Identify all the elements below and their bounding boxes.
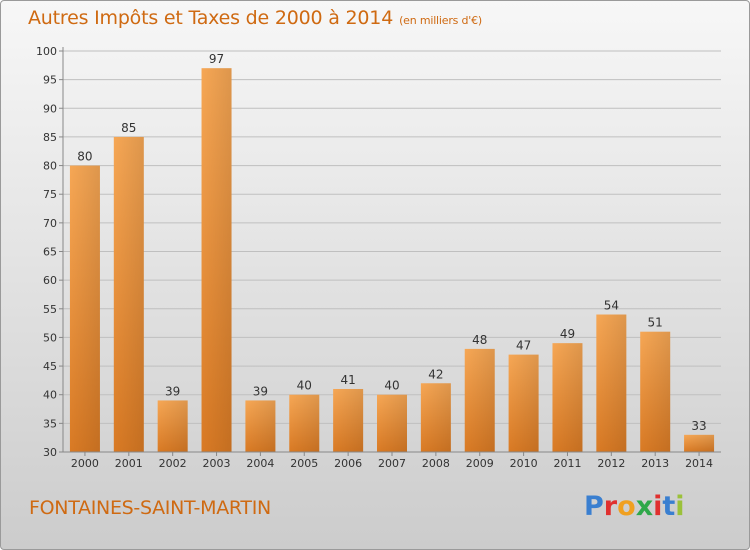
x-tick-label: 2005: [290, 457, 318, 470]
x-tick-label: 2001: [115, 457, 143, 470]
chart-title: Autres Impôts et Taxes de 2000 à 2014 (en…: [28, 7, 482, 29]
data-labels: 80 85 39 97 39 40 41 40 42 48 47 49 54 51 33: [77, 52, 706, 433]
y-tick-label: 80: [43, 160, 57, 173]
logo-letter: P: [584, 491, 604, 522]
data-label: 80: [77, 150, 92, 164]
x-tick-label: 2009: [466, 457, 494, 470]
x-tick-label: 2011: [553, 457, 581, 470]
y-tick-label: 45: [43, 360, 57, 373]
x-tick-label: 2013: [641, 457, 669, 470]
x-tick-label: 2004: [246, 457, 274, 470]
y-tick-label: 100: [36, 45, 57, 58]
y-tick-label: 90: [43, 102, 57, 115]
logo-letter: x: [635, 491, 654, 522]
logo-letter: t: [662, 491, 676, 522]
x-tick-label: 2002: [159, 457, 187, 470]
y-tick-label: 85: [43, 131, 57, 144]
y-tick-label: 75: [43, 188, 57, 201]
data-label: 97: [209, 52, 224, 66]
bars: [69, 68, 715, 453]
x-tick-label: 2003: [203, 457, 231, 470]
x-tick-label: 2014: [685, 457, 713, 470]
bar-shade: [69, 165, 100, 453]
bar-shade: [377, 394, 407, 452]
commune-name: FONTAINES-SAINT-MARTIN: [29, 497, 271, 519]
logo-letter: o: [617, 491, 636, 522]
y-tick-label: 30: [43, 446, 57, 459]
bar-shade: [333, 388, 364, 452]
data-label: 48: [472, 333, 487, 347]
bar-shade: [113, 136, 144, 452]
x-axis: 2000 2001 2002 2003 2004 2005 2006 2007 2008 2009…: [63, 451, 721, 470]
chart-title-text: Autres Impôts et Taxes de 2000 à 2014: [28, 7, 394, 29]
x-tick-label: 2006: [334, 457, 362, 470]
chart-unit: (en milliers d'€): [399, 14, 482, 27]
x-tick-label: 2007: [378, 457, 406, 470]
data-label: 42: [428, 367, 443, 381]
bar-chart: 30 35 40 45 50 55 60 65 70 75 80 85 90 95 100 80 85 39 97…: [36, 45, 721, 470]
bar-shade: [596, 314, 627, 452]
data-label: 51: [648, 316, 663, 330]
bar-shade: [420, 383, 451, 452]
bar-shade: [245, 400, 276, 452]
logo-letter: r: [603, 491, 618, 522]
data-label: 40: [384, 379, 399, 393]
data-label: 39: [165, 384, 180, 398]
y-tick-label: 35: [43, 417, 57, 430]
data-label: 85: [121, 121, 136, 135]
data-label: 33: [691, 419, 706, 433]
data-label: 39: [253, 384, 268, 398]
bar-shade: [684, 434, 715, 452]
y-tick-label: 95: [43, 74, 57, 87]
y-tick-label: 70: [43, 217, 57, 230]
y-tick-label: 65: [43, 246, 57, 259]
data-label: 41: [340, 373, 355, 387]
logo-letter: i: [675, 491, 685, 522]
data-label: 49: [560, 327, 575, 341]
x-tick-label: 2012: [597, 457, 625, 470]
x-tick-label: 2000: [71, 457, 99, 470]
y-tick-label: 60: [43, 274, 57, 287]
data-label: 40: [297, 379, 312, 393]
data-label: 47: [516, 339, 531, 353]
bar-shade: [464, 348, 495, 452]
y-tick-label: 40: [43, 389, 57, 402]
y-axis: 30 35 40 45 50 55 60 65 70 75 80 85 90 95 100: [36, 45, 64, 459]
x-tick-label: 2010: [510, 457, 538, 470]
bar-shade: [289, 394, 320, 452]
bar-shade: [157, 400, 188, 452]
bar-shade: [508, 354, 539, 452]
bar-shade: [552, 343, 583, 452]
bar-shade: [201, 68, 232, 452]
x-tick-label: 2008: [422, 457, 450, 470]
logo-letter: i: [653, 491, 663, 522]
data-label: 54: [604, 299, 619, 313]
bar-shade: [640, 331, 671, 452]
proxiti-logo: Proxiti: [584, 491, 685, 522]
y-tick-label: 55: [43, 303, 57, 316]
y-tick-label: 50: [43, 331, 57, 344]
